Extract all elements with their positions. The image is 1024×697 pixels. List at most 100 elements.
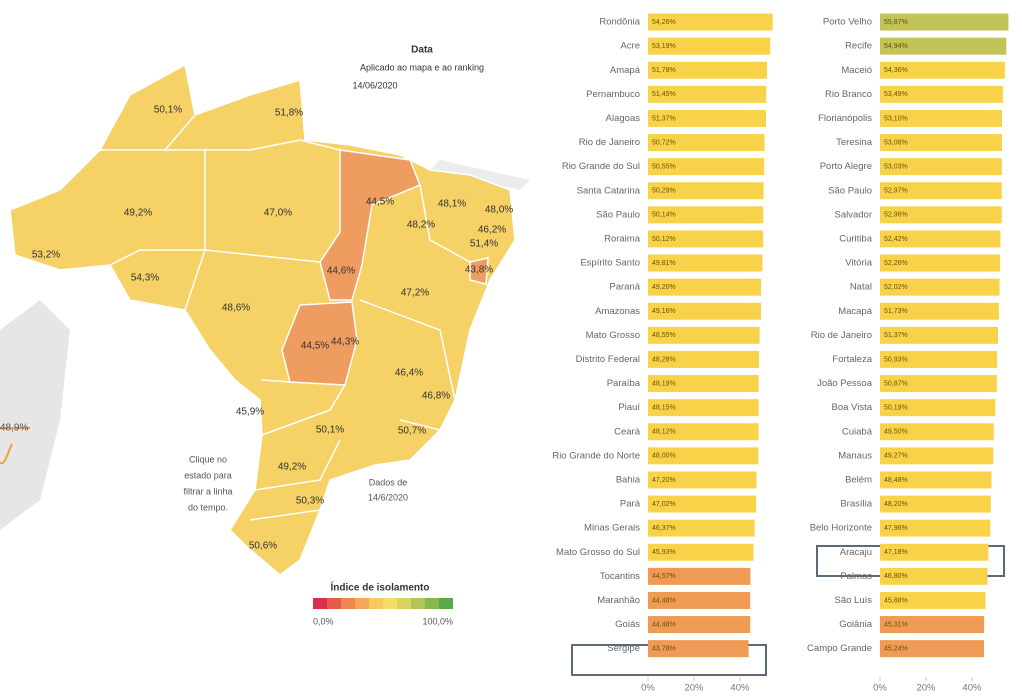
category-label: Rio Branco — [825, 89, 872, 100]
category-label: Brasília — [840, 499, 872, 510]
category-label: Belo Horizonte — [810, 523, 872, 534]
state-label: 47,2% — [401, 288, 429, 299]
value-label: 49,81% — [652, 260, 676, 267]
value-label: 54,36% — [884, 67, 908, 74]
value-label: 49,16% — [652, 308, 676, 315]
bar — [880, 567, 988, 585]
category-label: Distrito Federal — [576, 354, 640, 365]
bar — [880, 616, 985, 634]
bar — [880, 543, 989, 561]
state-label: 53,2% — [32, 250, 60, 261]
bar — [648, 230, 764, 248]
value-label: 51,37% — [884, 332, 908, 339]
category-label: Vitória — [845, 258, 872, 269]
state-label: 51,4% — [470, 239, 498, 250]
category-label: Aracaju — [840, 547, 872, 558]
category-label: Teresina — [836, 137, 873, 148]
bar — [648, 447, 759, 465]
bar — [880, 519, 991, 537]
category-label: Fortaleza — [832, 354, 872, 365]
bar — [880, 182, 1002, 200]
value-label: 48,55% — [652, 332, 676, 339]
state-borders — [100, 114, 471, 521]
category-label: Boa Vista — [832, 402, 873, 413]
legend-swatch — [369, 598, 383, 609]
value-label: 52,26% — [884, 260, 908, 267]
value-label: 53,19% — [652, 43, 676, 50]
legend-swatch — [313, 598, 327, 609]
state-label: 44,5% — [366, 197, 394, 208]
hint-text: do tempo. — [188, 502, 228, 512]
bar — [648, 134, 765, 152]
legend-swatch — [383, 598, 397, 609]
state-label: 48,1% — [438, 199, 466, 210]
legend-swatch — [411, 598, 425, 609]
hint-text: estado para — [184, 470, 232, 480]
bar — [880, 350, 998, 368]
state-label: 46,4% — [395, 368, 423, 379]
value-label: 54,26% — [652, 19, 676, 26]
category-label: Acre — [620, 41, 640, 52]
value-label: 52,96% — [884, 212, 908, 219]
filter-subtitle: Aplicado ao mapa e ao ranking — [360, 62, 484, 72]
value-label: 51,37% — [652, 115, 676, 122]
state-label: 48,2% — [407, 220, 435, 231]
value-label: 51,78% — [652, 67, 676, 74]
category-label: João Pessoa — [817, 378, 873, 389]
value-label: 47,20% — [652, 477, 676, 484]
value-label: 44,57% — [652, 573, 676, 580]
value-label: 48,00% — [652, 453, 676, 460]
category-label: Pernambuco — [586, 89, 640, 100]
value-label: 50,93% — [884, 356, 908, 363]
value-label: 50,14% — [652, 212, 676, 219]
category-label: Macapá — [838, 306, 873, 317]
category-label: Palmas — [840, 571, 872, 582]
category-label: Rio de Janeiro — [579, 137, 640, 148]
x-tick-label: 20% — [916, 683, 936, 694]
category-label: Rondônia — [599, 17, 640, 28]
state-label: 46,8% — [422, 391, 450, 402]
bar — [648, 302, 761, 320]
map: 48,9% — [0, 63, 530, 576]
bar — [880, 326, 999, 344]
bar — [880, 254, 1001, 272]
state-label: 50,7% — [398, 426, 426, 437]
legend: Índice de isolamento 0,0% 100,0% — [313, 581, 453, 626]
value-label: 54,94% — [884, 43, 908, 50]
category-label: Alagoas — [606, 113, 641, 124]
bar — [880, 423, 994, 441]
bar — [648, 254, 763, 272]
bar — [880, 591, 986, 609]
bar — [880, 640, 984, 658]
bar — [880, 61, 1005, 79]
bar — [648, 616, 751, 634]
bar — [880, 109, 1003, 127]
value-label: 47,18% — [884, 549, 908, 556]
bar — [648, 13, 773, 31]
value-label: 51,45% — [652, 91, 676, 98]
bar — [648, 326, 760, 344]
value-label: 50,72% — [652, 139, 676, 146]
state-label: 51,8% — [275, 108, 303, 119]
bar — [880, 447, 994, 465]
x-tick-label: 40% — [962, 683, 982, 694]
value-label: 49,27% — [884, 453, 908, 460]
bar — [880, 134, 1002, 152]
bar — [648, 37, 771, 55]
category-label: Porto Velho — [823, 17, 872, 28]
x-tick-label: 0% — [641, 683, 655, 694]
state-label: 49,2% — [124, 208, 152, 219]
state-label: 50,1% — [316, 425, 344, 436]
value-label: 51,73% — [884, 308, 908, 315]
category-label: Cuiabá — [842, 426, 873, 437]
neighbor-land — [0, 300, 70, 530]
category-label: Sergipe — [607, 643, 640, 654]
bar — [648, 61, 768, 79]
value-label: 48,19% — [652, 380, 676, 387]
value-label: 48,12% — [652, 429, 676, 436]
value-label: 47,02% — [652, 501, 676, 508]
value-label: 50,29% — [652, 188, 676, 195]
value-label: 46,80% — [884, 573, 908, 580]
category-label: Belém — [845, 474, 872, 485]
